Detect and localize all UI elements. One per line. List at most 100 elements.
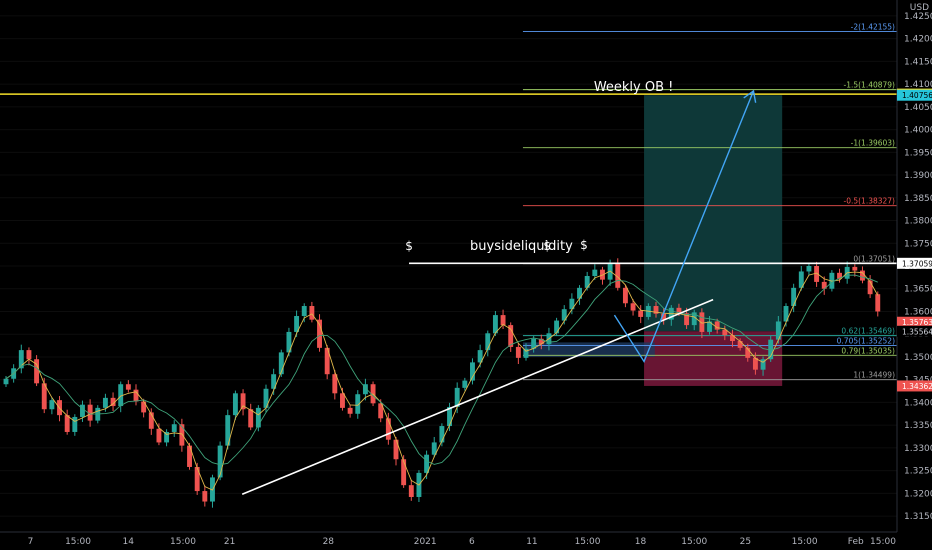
x-tick-label: 15:00 bbox=[870, 537, 896, 547]
fib-label: 0(1.37051) bbox=[853, 255, 895, 264]
y-tick-label: 1.31500 bbox=[904, 512, 932, 522]
fib-label: -1.5(1.40879) bbox=[843, 81, 895, 90]
candle-body bbox=[515, 346, 521, 358]
candle-body bbox=[492, 315, 498, 334]
x-tick-label: 21 bbox=[224, 537, 235, 547]
y-tick-label: 1.38000 bbox=[904, 217, 932, 227]
candle-body bbox=[569, 298, 575, 310]
candle-body bbox=[110, 397, 116, 407]
candle-body bbox=[301, 306, 307, 317]
candle-body bbox=[454, 387, 460, 407]
candle-body bbox=[653, 306, 659, 314]
candle-body bbox=[87, 404, 93, 421]
candle-body bbox=[431, 442, 437, 455]
candle-body bbox=[133, 389, 139, 402]
candle-body bbox=[317, 319, 322, 348]
candle-body bbox=[745, 347, 751, 358]
x-tick-label: 7 bbox=[28, 537, 34, 547]
price-label-bg bbox=[897, 89, 932, 101]
price-label: 1.40756 bbox=[897, 89, 932, 101]
candle-body bbox=[837, 272, 842, 279]
x-tick-label: 15:00 bbox=[681, 537, 707, 547]
candle-body bbox=[324, 347, 330, 375]
candle-body bbox=[164, 431, 170, 443]
candle-body bbox=[232, 393, 238, 416]
candle-body bbox=[791, 287, 797, 307]
candle-body bbox=[875, 294, 881, 312]
x-tick-label: 11 bbox=[526, 537, 537, 547]
y-tick-label: 1.40500 bbox=[904, 103, 932, 113]
y-tick-label: 1.36500 bbox=[904, 285, 932, 295]
x-tick-label: 15:00 bbox=[170, 537, 196, 547]
candle-body bbox=[485, 333, 491, 351]
x-tick-label: 15:00 bbox=[575, 537, 601, 547]
annotation-label: Weekly OB ! bbox=[594, 80, 674, 95]
candle-body bbox=[72, 416, 78, 432]
candle-body bbox=[202, 491, 208, 502]
candle-body bbox=[477, 350, 483, 363]
y-tick-label: 1.33500 bbox=[904, 421, 932, 431]
candle-body bbox=[737, 341, 743, 348]
candle-body bbox=[41, 383, 47, 410]
candle-body bbox=[538, 338, 544, 345]
candle-body bbox=[806, 266, 812, 272]
candle-body bbox=[699, 312, 705, 332]
price-label-text: 1.34362 bbox=[902, 382, 932, 391]
x-tick-label: Feb bbox=[848, 537, 864, 547]
candle-body bbox=[424, 454, 430, 473]
candle-body bbox=[225, 415, 231, 446]
candle-body bbox=[156, 428, 162, 443]
candle-body bbox=[730, 335, 735, 342]
price-label: 1.34362 bbox=[897, 380, 932, 392]
candle-body bbox=[355, 394, 361, 414]
x-tick-label: 6 bbox=[469, 537, 475, 547]
price-label-text: 1.37059 bbox=[902, 259, 932, 268]
trendline bbox=[241, 298, 714, 495]
candle-body bbox=[531, 338, 537, 349]
price-label-text: 1.40756 bbox=[902, 91, 932, 100]
y-tick-label: 1.34000 bbox=[904, 398, 932, 408]
price-label-bg bbox=[897, 325, 932, 337]
candle-body bbox=[592, 269, 598, 277]
x-axis-bg bbox=[0, 532, 932, 550]
candle-body bbox=[561, 309, 567, 321]
candle-body bbox=[148, 412, 154, 429]
y-tick-label: 1.39000 bbox=[904, 171, 932, 181]
fib-label: -0.5(1.38327) bbox=[843, 197, 895, 206]
candle-body bbox=[523, 348, 529, 358]
candle-body bbox=[171, 424, 177, 432]
candle-body bbox=[638, 310, 644, 317]
candle-body bbox=[798, 271, 804, 288]
candle-body bbox=[49, 400, 55, 410]
projection-arrowhead bbox=[743, 89, 757, 103]
candle-body bbox=[278, 352, 284, 375]
candle-body bbox=[508, 325, 514, 347]
x-tick-label: 2021 bbox=[414, 537, 437, 547]
candle-body bbox=[470, 362, 475, 381]
y-tick-label: 1.40000 bbox=[904, 126, 932, 136]
y-tick-label: 1.38500 bbox=[904, 194, 932, 204]
candle-body bbox=[783, 306, 789, 322]
candle-body bbox=[26, 350, 32, 360]
x-tick-label: 15:00 bbox=[65, 537, 91, 547]
candle-body bbox=[622, 287, 628, 304]
x-tick-label: 25 bbox=[740, 537, 751, 547]
fib-label: -1(1.39603) bbox=[851, 139, 895, 148]
target-zone bbox=[644, 95, 783, 332]
candle-body bbox=[661, 313, 667, 320]
y-tick-label: 1.37500 bbox=[904, 239, 932, 249]
projection-path bbox=[613, 90, 755, 364]
price-label-text: 1.35763 bbox=[902, 318, 932, 327]
candle-body bbox=[584, 276, 590, 288]
candle-body bbox=[80, 404, 85, 417]
x-tick-label: 14 bbox=[123, 537, 135, 547]
fib-label: 0.705(1.35252) bbox=[837, 336, 895, 345]
candle-body bbox=[607, 263, 613, 280]
candle-body bbox=[691, 312, 697, 326]
y-tick-label: 1.42500 bbox=[904, 12, 932, 22]
annotation-label: $ bbox=[543, 239, 551, 253]
y-tick-label: 1.41000 bbox=[904, 80, 932, 90]
y-tick-label: 1.42000 bbox=[904, 35, 932, 45]
candle-body bbox=[707, 321, 712, 332]
